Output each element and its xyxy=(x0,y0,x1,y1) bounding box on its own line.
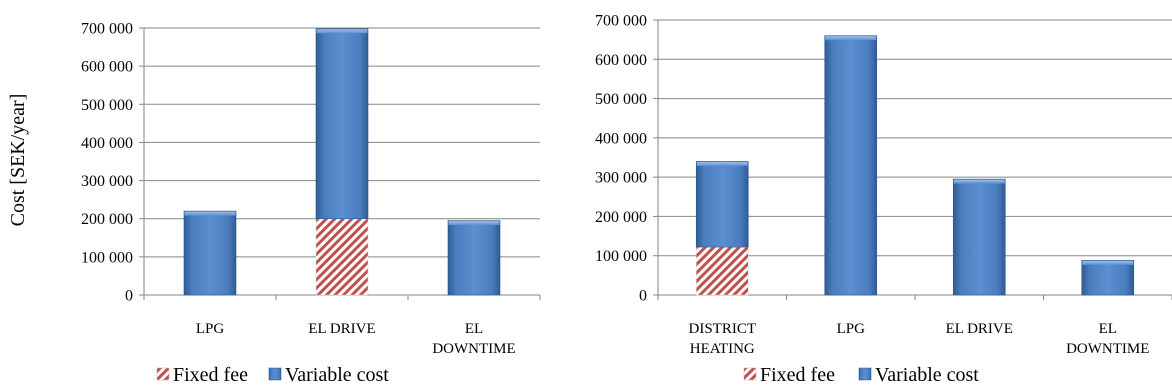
y-tick-label: 600 000 xyxy=(595,52,647,69)
y-tick-label: 700 000 xyxy=(81,21,133,38)
x-category-label: LPG xyxy=(837,321,866,337)
bar-variable-cost xyxy=(952,178,1006,296)
x-category-label: DOWNTIME xyxy=(1066,341,1149,357)
y-tick-label: 700 000 xyxy=(595,13,647,30)
legend-swatch-variable-cost xyxy=(268,367,282,381)
legend: Fixed fee Variable cost xyxy=(156,364,389,386)
bar-top-bevel xyxy=(825,36,877,41)
bar-variable-cost xyxy=(447,220,501,296)
y-axis-label: Cost [SEK/year] xyxy=(7,94,29,227)
y-tick-label: 100 000 xyxy=(595,248,647,265)
x-category-label: EL DRIVE xyxy=(946,321,1013,337)
y-tick-label: 300 000 xyxy=(81,173,133,190)
x-category-label: EL xyxy=(1099,321,1117,337)
bar-top-bevel xyxy=(696,161,748,166)
x-category-label: LPG xyxy=(196,321,225,337)
bar-variable-cost xyxy=(315,28,369,220)
bar-top-bevel xyxy=(448,221,500,226)
y-tick-label: 100 000 xyxy=(81,249,133,266)
x-category-label: EL DRIVE xyxy=(308,321,375,337)
y-tick-label: 600 000 xyxy=(81,59,133,76)
legend-label-fixed-fee: Fixed fee xyxy=(173,364,248,386)
x-category-label: DISTRICT xyxy=(689,321,757,337)
chart-1: 0 100 000 200 000 300 000 400 000 500 000 600 … xyxy=(7,21,541,386)
bar-top-bevel xyxy=(184,211,236,216)
bar-top-bevel xyxy=(316,29,368,34)
y-tick-label: 500 000 xyxy=(81,97,133,114)
bar-top-bevel xyxy=(1082,260,1134,265)
bar-variable-cost xyxy=(1081,260,1135,296)
legend: Fixed fee Variable cost xyxy=(743,364,979,386)
y-tick-label: 400 000 xyxy=(595,130,647,147)
chart-2: 0 100 000 200 000 300 000 400 000 500 000 600 … xyxy=(595,13,1172,386)
y-tick-label: 200 000 xyxy=(595,209,647,226)
y-tick-label: 500 000 xyxy=(595,91,647,108)
bar-variable-cost xyxy=(183,210,237,296)
y-tick-label: 0 xyxy=(125,288,133,305)
bar-fixed-fee xyxy=(315,218,369,296)
y-tick-label: 300 000 xyxy=(595,170,647,187)
x-category-label: DOWNTIME xyxy=(432,341,515,357)
bar-variable-cost xyxy=(824,35,878,296)
bar-top-bevel xyxy=(953,179,1005,184)
x-category-label: EL xyxy=(465,321,483,337)
bar-fixed-fee xyxy=(696,246,749,296)
y-tick-label: 200 000 xyxy=(81,211,133,228)
legend-swatch-fixed-fee xyxy=(743,367,757,381)
y-tick-label: 400 000 xyxy=(81,135,133,152)
legend-swatch-fixed-fee xyxy=(156,367,170,381)
legend-label-variable-cost: Variable cost xyxy=(875,364,979,386)
legend-swatch-variable-cost xyxy=(858,367,872,381)
x-category-label: HEATING xyxy=(690,341,755,357)
legend-label-variable-cost: Variable cost xyxy=(285,364,389,386)
bar-variable-cost xyxy=(695,161,749,248)
legend-label-fixed-fee: Fixed fee xyxy=(760,364,835,386)
y-tick-label: 0 xyxy=(639,288,647,305)
